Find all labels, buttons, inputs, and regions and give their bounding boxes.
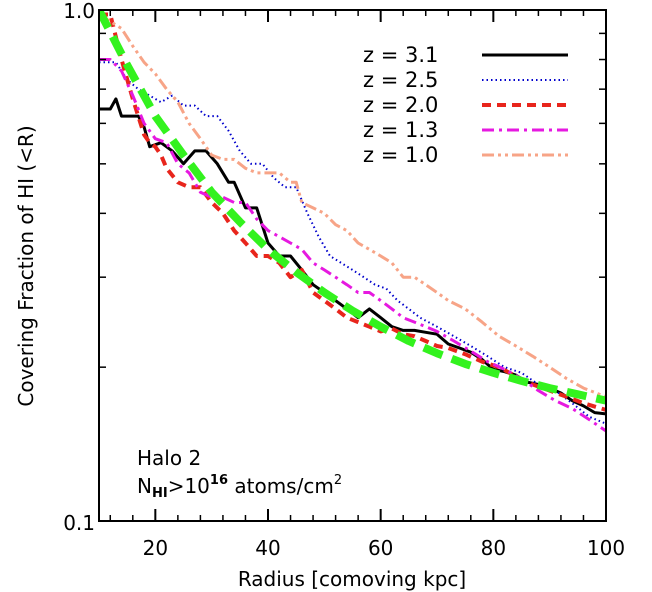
x-tick-label: 100 [587, 536, 625, 560]
x-tick-label: 20 [143, 536, 168, 560]
legend-label: z = 2.0 [363, 93, 438, 117]
plot-frame [98, 9, 607, 522]
series-line-z-2-0 [99, 12, 606, 412]
x-axis-title: Radius [comoving kpc] [238, 567, 466, 591]
annot-gt: >10 [168, 474, 210, 498]
annot-exp2: 2 [334, 473, 342, 488]
annot-exp: 16 [210, 473, 228, 488]
series-line-z-2-5 [99, 61, 606, 425]
legend: z = 3.1z = 2.5z = 2.0z = 1.3z = 1.0 [363, 43, 568, 167]
series-layer [99, 10, 606, 433]
y-tick-label: 1.0 [63, 0, 95, 23]
annot-n-sub: HI [152, 486, 168, 501]
legend-label: z = 1.0 [363, 143, 438, 167]
legend-label: z = 1.3 [363, 118, 438, 142]
series-line-fit [99, 10, 606, 405]
x-tick-label: 60 [368, 536, 393, 560]
series-line-z-1-0 [99, 13, 606, 399]
annot-n: N [137, 474, 152, 498]
x-tick-label: 40 [255, 536, 280, 560]
series-line-z-1-3 [99, 58, 606, 433]
annotation-halo: Halo 2 [137, 446, 201, 470]
x-tick-label: 80 [481, 536, 506, 560]
ticks-layer: 20 40 60 80 100 0.1 1.0 [63, 0, 625, 560]
y-axis-title: Covering Fraction of HI (<R) [14, 125, 38, 406]
y-tick-label: 0.1 [63, 511, 95, 535]
annot-units: atoms/cm [228, 474, 334, 498]
legend-label: z = 2.5 [363, 68, 438, 92]
annotation-column-density: NHI>1016 atoms/cm2 [137, 473, 342, 501]
legend-label: z = 3.1 [363, 43, 438, 67]
